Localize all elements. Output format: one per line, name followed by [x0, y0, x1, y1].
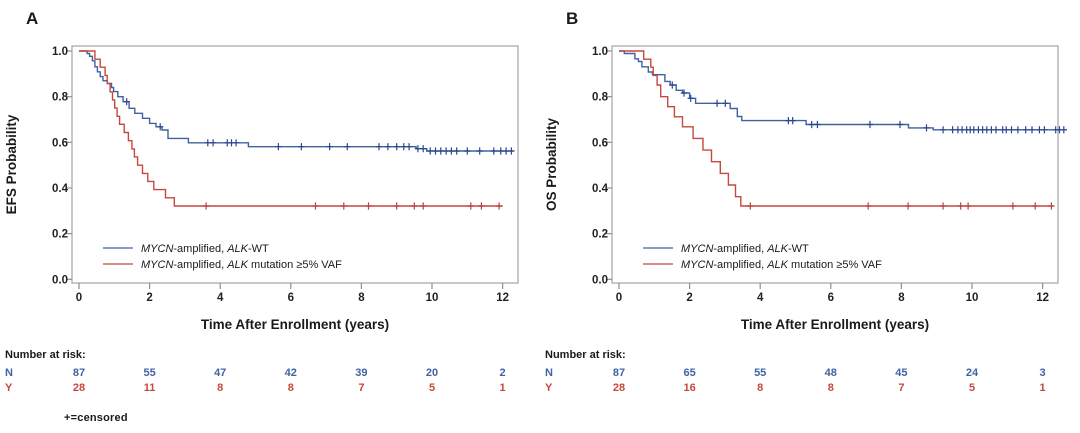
survival-step-line: [619, 50, 1067, 131]
legend-label: MYCN-amplified, ALK mutation ≥5% VAF: [141, 259, 342, 271]
risk-row-label: Y: [5, 382, 13, 394]
y-tick-label: 0.4: [52, 183, 69, 195]
x-tick-label: 12: [1036, 292, 1049, 304]
y-tick-label: 1.0: [592, 46, 608, 58]
censor-marks: [202, 202, 503, 210]
panel-label: B: [566, 9, 578, 28]
risk-count: 47: [214, 367, 226, 379]
x-tick-label: 10: [966, 292, 979, 304]
risk-count: 1: [1040, 382, 1046, 394]
axes: 0.0 0.2 0.4 0.6 0.8 1.0 0 2 4 6 8 10 12: [592, 45, 1059, 304]
risk-count: 5: [969, 382, 975, 394]
risk-count: 39: [355, 367, 367, 379]
number-at-risk-table: Number at risk:N 87 65 55 48 45 24 3Y 28 16 8 8 7 5 1: [545, 349, 1046, 394]
risk-count: 7: [898, 382, 904, 394]
censored-footnote: +=censored: [64, 412, 128, 424]
y-tick-label: 0.4: [592, 183, 609, 195]
km-curve-blue: [79, 50, 515, 155]
x-tick-label: 8: [358, 292, 365, 304]
y-tick-label: 0.8: [592, 92, 609, 104]
risk-count: 24: [966, 367, 979, 379]
x-axis-title: Time After Enrollment (years): [741, 317, 929, 332]
y-axis-title: OS Probability: [544, 118, 559, 212]
risk-count: 42: [285, 367, 297, 379]
risk-count: 87: [613, 367, 625, 379]
y-tick-label: 0.6: [52, 137, 68, 149]
risk-row-label: Y: [545, 382, 553, 394]
risk-table-title: Number at risk:: [545, 349, 626, 361]
y-tick-label: 0.2: [592, 229, 608, 241]
risk-table-title: Number at risk:: [5, 349, 86, 361]
x-tick-label: 2: [146, 292, 152, 304]
risk-count: 55: [754, 367, 766, 379]
x-tick-label: 0: [616, 292, 622, 304]
x-tick-label: 8: [898, 292, 905, 304]
y-tick-label: 0.0: [52, 274, 68, 286]
risk-count: 11: [144, 382, 156, 394]
y-axis-title: EFS Probability: [4, 114, 19, 214]
risk-count: 28: [613, 382, 625, 394]
censor-marks: [123, 98, 515, 155]
panel-label: A: [26, 9, 38, 28]
risk-count: 1: [500, 382, 506, 394]
x-tick-label: 12: [496, 292, 509, 304]
x-tick-label: 2: [686, 292, 692, 304]
y-tick-label: 0.2: [52, 229, 68, 241]
risk-count: 55: [143, 367, 155, 379]
y-tick-label: 0.6: [592, 137, 608, 149]
number-at-risk-table: Number at risk:N 87 55 47 42 39 20 2Y 28 11 8 8 7 5 1: [5, 349, 506, 394]
survival-step-line: [79, 50, 514, 152]
x-tick-label: 10: [426, 292, 439, 304]
risk-count: 8: [217, 382, 223, 394]
km-curve-red: [619, 50, 1055, 210]
censor-marks: [747, 202, 1055, 210]
risk-count: 3: [1040, 367, 1046, 379]
censor-marks: [669, 81, 1067, 134]
risk-count: 28: [73, 382, 85, 394]
risk-count: 16: [683, 382, 695, 394]
risk-count: 2: [500, 367, 506, 379]
risk-count: 7: [358, 382, 364, 394]
risk-count: 65: [683, 367, 695, 379]
risk-count: 87: [73, 367, 85, 379]
risk-count: 45: [895, 367, 907, 379]
panel-a-efs: 0.0 0.2 0.4 0.6 0.8 1.0 0 2 4 6 8 10 12 EFS Probabili…: [4, 9, 519, 394]
legend: MYCN-amplified, ALK-WT MYCN-amplified, AL…: [103, 243, 342, 271]
x-tick-label: 4: [757, 292, 764, 304]
legend-label: MYCN-amplified, ALK-WT: [681, 243, 809, 255]
risk-count: 8: [288, 382, 294, 394]
risk-count: 5: [429, 382, 435, 394]
y-tick-label: 0.8: [52, 92, 69, 104]
x-axis-title: Time After Enrollment (years): [201, 317, 389, 332]
legend-label: MYCN-amplified, ALK mutation ≥5% VAF: [681, 259, 882, 271]
risk-row-label: N: [545, 367, 553, 379]
x-tick-label: 4: [217, 292, 224, 304]
y-tick-label: 1.0: [52, 46, 68, 58]
x-tick-label: 6: [288, 292, 294, 304]
y-tick-label: 0.0: [592, 274, 608, 286]
risk-row-label: N: [5, 367, 13, 379]
plot-box: [611, 45, 1059, 284]
survival-step-line: [79, 50, 503, 207]
legend-label: MYCN-amplified, ALK-WT: [141, 243, 269, 255]
x-tick-label: 0: [76, 292, 82, 304]
risk-count: 8: [828, 382, 834, 394]
axes: 0.0 0.2 0.4 0.6 0.8 1.0 0 2 4 6 8 10 12: [52, 45, 519, 304]
panel-b-os: 0.0 0.2 0.4 0.6 0.8 1.0 0 2 4 6 8 10 12 OS Probabilit…: [540, 0, 1080, 433]
km-curve-blue: [619, 50, 1067, 134]
km-curve-red: [79, 50, 503, 210]
legend: MYCN-amplified, ALK-WT MYCN-amplified, AL…: [643, 243, 882, 271]
x-tick-label: 6: [828, 292, 834, 304]
survival-step-line: [619, 50, 1054, 207]
plot-box: [71, 45, 519, 284]
risk-count: 8: [757, 382, 763, 394]
risk-count: 48: [825, 367, 837, 379]
risk-count: 20: [426, 367, 438, 379]
